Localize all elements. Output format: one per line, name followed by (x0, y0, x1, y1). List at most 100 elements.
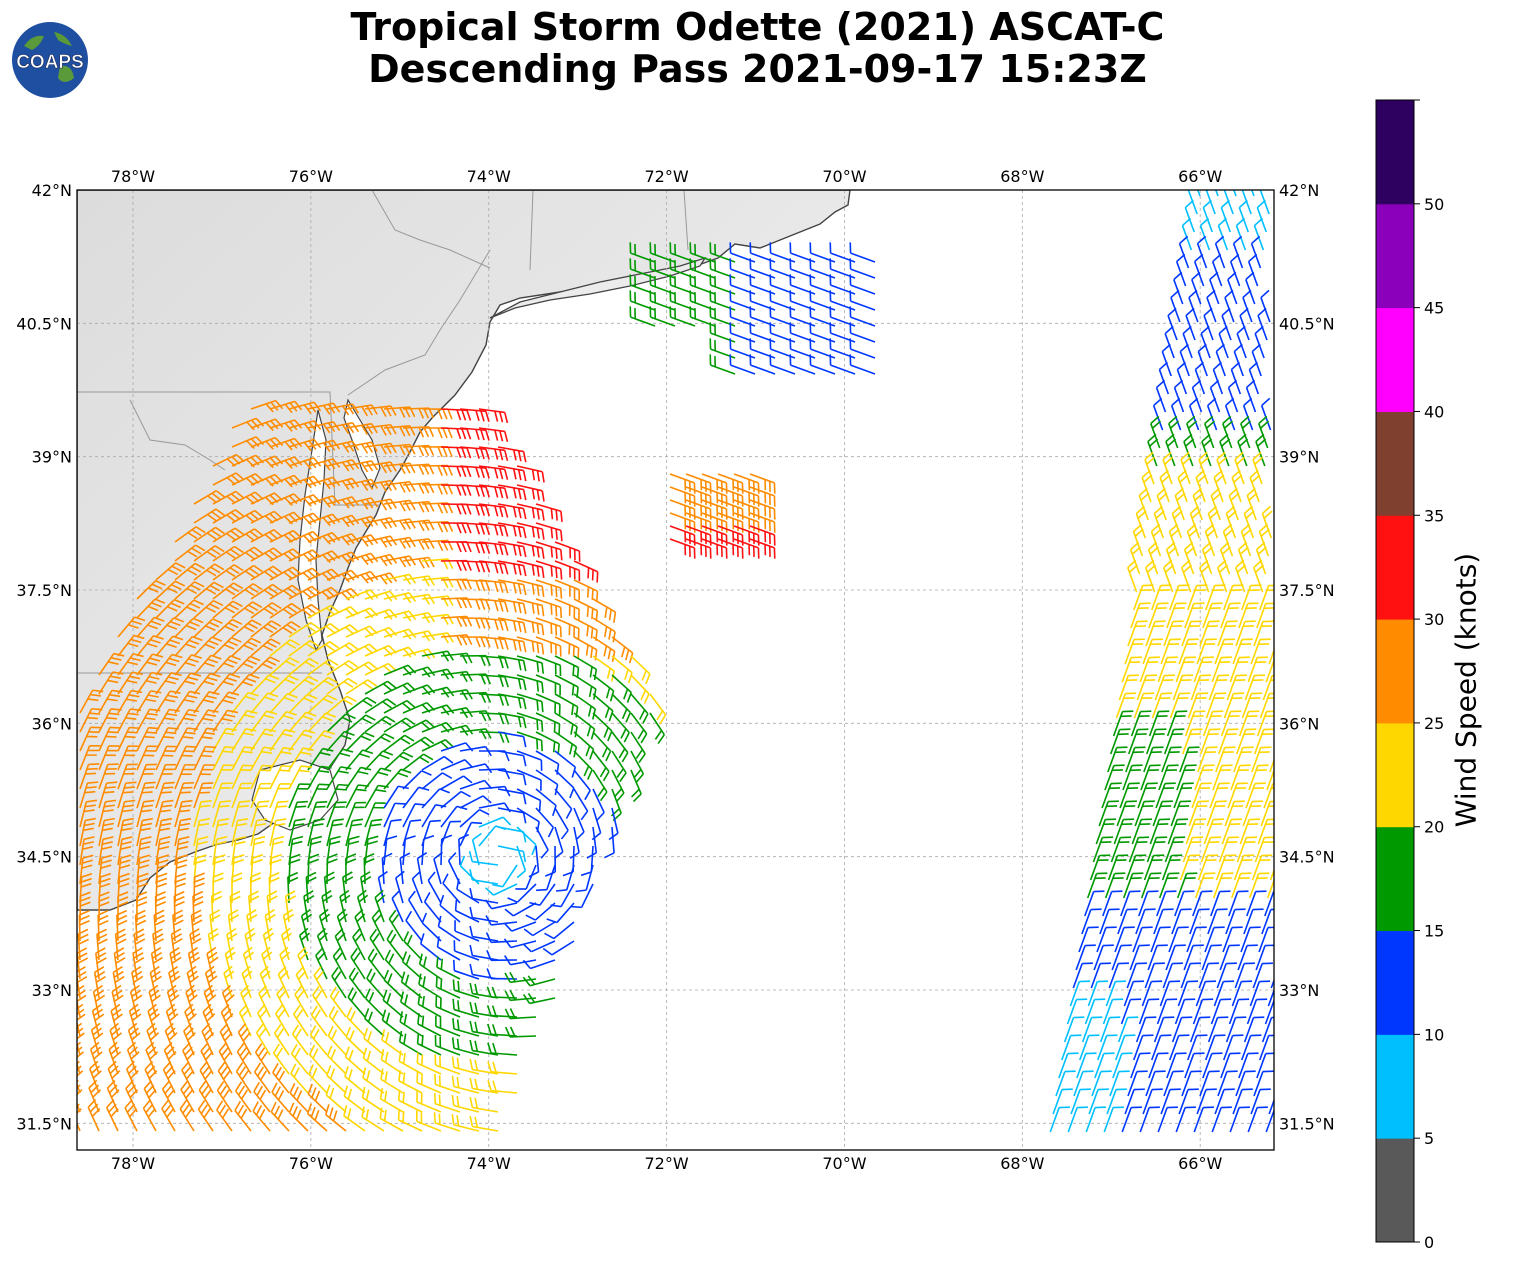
wind-barb (1196, 638, 1217, 665)
wind-barb (1089, 854, 1111, 881)
wind-barb (136, 616, 165, 638)
wind-barb (416, 1052, 442, 1075)
wind-barb (288, 818, 306, 847)
wind-barb (193, 563, 225, 581)
wind-barb (516, 465, 545, 483)
wind-barb (1158, 764, 1179, 791)
wind-barb (454, 920, 480, 942)
wind-barb (504, 955, 537, 966)
wind-barb (307, 730, 335, 752)
wind-barb (554, 541, 581, 562)
wind-barb (459, 541, 491, 554)
wind-barb (295, 966, 309, 999)
wind-barb (1096, 926, 1117, 953)
wind-barb (535, 712, 561, 735)
wind-barb (729, 354, 756, 375)
wind-barb (326, 624, 359, 638)
wind-barb (701, 486, 728, 507)
wind-barb (1241, 692, 1263, 719)
wind-barb (345, 404, 378, 417)
wind-barb (155, 580, 186, 600)
wind-barb (193, 654, 222, 676)
wind-barb (1141, 980, 1163, 1007)
wind-barb (487, 1042, 518, 1056)
wind-barb (440, 820, 461, 847)
wind-barb (307, 694, 338, 714)
wind-barb (212, 618, 243, 638)
wind-barb (364, 835, 379, 866)
wind-barb (193, 581, 224, 600)
wind-barb (1235, 620, 1256, 647)
wind-barb (749, 486, 776, 507)
wind-barb (1264, 890, 1274, 917)
wind-barb (440, 408, 472, 421)
wind-barb (1217, 1070, 1238, 1097)
wind-barb (1101, 782, 1122, 809)
wind-barb (1241, 1034, 1262, 1061)
wind-barb (535, 674, 561, 696)
wind-barb (1124, 638, 1145, 665)
wind-barb (315, 947, 328, 980)
wind-barb (1228, 890, 1249, 917)
wind-barb (179, 1099, 195, 1132)
wind-barb (1163, 620, 1184, 647)
wind-barb (468, 850, 499, 866)
wind-barb (497, 769, 527, 786)
wind-barb (478, 408, 509, 424)
wind-barb (1177, 980, 1199, 1007)
colorbar-tick-label: 10 (1424, 1025, 1444, 1044)
wind-barb (307, 658, 339, 676)
wind-barb (288, 853, 301, 885)
wind-barb (717, 486, 744, 507)
wind-barb (254, 1043, 271, 1075)
wind-barb (535, 693, 561, 716)
wind-barb (469, 1039, 499, 1056)
wind-barb (434, 1073, 461, 1094)
wind-barb (364, 818, 383, 847)
wind-barb (749, 354, 776, 375)
wind-barb (1151, 692, 1173, 719)
wind-barb (1270, 978, 1274, 989)
wind-barb (1193, 1106, 1214, 1133)
wind-barb (485, 932, 518, 944)
wind-barb (573, 750, 593, 780)
wind-barb (849, 306, 876, 327)
wind-barb (212, 709, 239, 733)
wind-barb (1107, 746, 1128, 773)
wind-barb (1183, 944, 1204, 971)
wind-barb (717, 473, 744, 494)
wind-barb (1256, 1052, 1274, 1079)
wind-barb (98, 745, 120, 771)
wind-barb (1205, 1034, 1226, 1061)
wind-barb (1252, 559, 1265, 593)
wind-barb (469, 925, 499, 942)
wind-barb (383, 768, 412, 790)
wind-barb (427, 871, 442, 904)
wind-barb (307, 513, 341, 527)
wind-barb (1157, 656, 1178, 683)
wind-barb (516, 750, 543, 771)
wind-barb (669, 538, 696, 559)
colorbar-tick-label: 25 (1424, 714, 1444, 733)
wind-barb (1219, 944, 1240, 971)
wind-barb (1139, 656, 1160, 683)
wind-barb (1213, 980, 1235, 1007)
wind-barb (516, 693, 544, 713)
wind-barb (1227, 782, 1248, 809)
wind-barb (271, 1082, 290, 1113)
wind-barb (242, 946, 255, 980)
wind-barb (402, 835, 416, 866)
wind-barb (136, 653, 164, 676)
wind-barb (216, 1100, 233, 1132)
wind-barb (1230, 872, 1252, 899)
wind-barb (611, 636, 634, 664)
wind-barb (345, 441, 378, 454)
wind-barb (586, 826, 598, 859)
wind-barb (1145, 1070, 1166, 1097)
wind-barb (307, 1083, 328, 1113)
wind-barb (310, 1005, 328, 1037)
wind-barb (535, 522, 563, 542)
wind-barb (1261, 1016, 1274, 1043)
wind-barb (250, 800, 270, 828)
wind-barb (1117, 908, 1138, 935)
